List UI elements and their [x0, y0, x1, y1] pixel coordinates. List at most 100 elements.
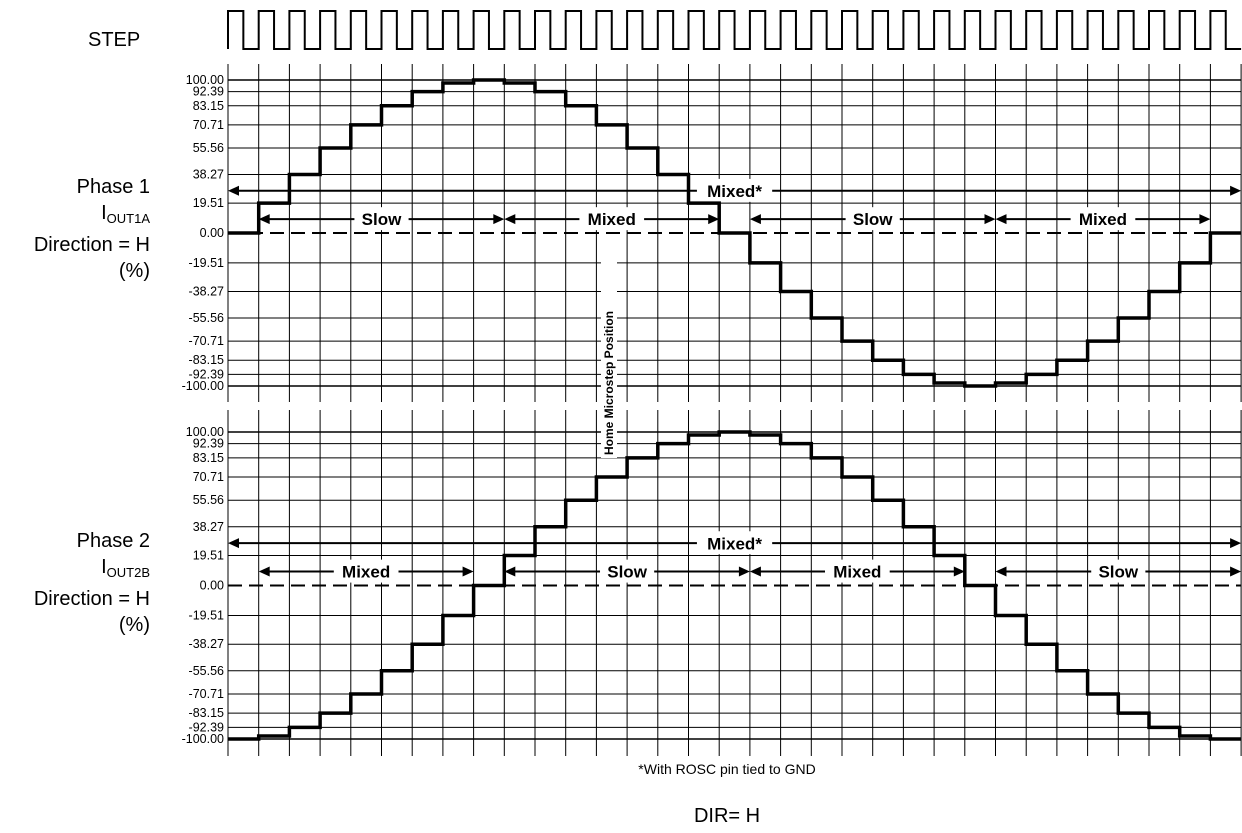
phase1-decay-segment-2-label-bg: [579, 207, 645, 231]
phase2-ytick-label: -19.51: [189, 608, 224, 622]
phase1-decay-segment-2-label: Mixed: [588, 210, 636, 229]
phase2-ytick-label: -55.56: [189, 664, 224, 678]
phase1-direction: Direction = H: [33, 234, 150, 256]
phase2-ytick-label: 70.71: [193, 470, 224, 484]
phase1-decay-segment-4-head-left: [995, 214, 1007, 225]
footnote: *With ROSC pin tied to GND: [638, 761, 815, 777]
phase2-decay-segment-4-label: Slow: [1098, 563, 1138, 582]
phase1-ytick-label: 55.56: [193, 141, 224, 155]
phase2-decay-overall-label-bg: [696, 531, 773, 555]
phase1-ytick-label: -38.27: [189, 285, 224, 299]
phase2-ytick-label: -70.71: [189, 687, 224, 701]
phase2-decay-segment-1-head-left: [258, 566, 270, 577]
dir-label: DIR= H: [694, 805, 760, 827]
phase1-ytick-label: 83.15: [193, 99, 224, 113]
phase2-ytick-label: 92.39: [193, 437, 224, 451]
phase2-decay-segment-3-label: Mixed: [833, 563, 881, 582]
phase2-ytick-label: 100.00: [186, 425, 224, 439]
phase2-decay-segment-4-label-bg: [1091, 559, 1146, 583]
phase2-ytick-label: -83.15: [189, 706, 224, 720]
phase1-decay-segment-3-head-left: [749, 214, 761, 225]
phase2-ytick-label: 55.56: [193, 493, 224, 507]
phase1-decay-segment-3-label: Slow: [853, 210, 893, 229]
decay-annotations: Mixed* Slow Mixed Slow Mixed Mixed* Mixed Slow M…: [228, 178, 1242, 583]
home-label-backing: [601, 258, 617, 458]
step-waveform: [227, 10, 1242, 50]
phase1-ytick-label: -100.00: [182, 379, 224, 393]
phase1-decay-segment-4-label-bg: [1070, 207, 1136, 231]
phase1-decay-segment-1-head-right: [493, 214, 505, 225]
current-curves: [228, 78, 1242, 741]
phase1-decay-segment-1-head-left: [258, 214, 270, 225]
phase2-decay-segment-2-head-left: [504, 566, 516, 577]
phase1-ytick-label: -55.56: [189, 311, 224, 325]
phase1-decay-segment-2-head-left: [504, 214, 516, 225]
phase2-decay-segment-1-head-right: [462, 566, 474, 577]
phase2-ytick-label: -100.00: [182, 732, 224, 746]
phase1-ytick-label: 92.39: [193, 85, 224, 99]
phase1-current-sub: OUT1A: [106, 211, 150, 226]
phase1-ytick-label: 19.51: [193, 196, 224, 210]
phase2-ytick-label: 83.15: [193, 451, 224, 465]
phase1-decay-segment-3-head-right: [984, 214, 996, 225]
phase2-decay-segment-3-head-left: [749, 566, 761, 577]
phase2-unit: (%): [118, 614, 150, 636]
phase2-current-sub: OUT2B: [106, 565, 150, 580]
phase1-decay-segment-1-label: Slow: [362, 210, 402, 229]
phase2-ytick-label: 19.51: [193, 549, 224, 563]
phase1-ytick-label: 70.71: [193, 118, 224, 132]
phase1-ytick-label: -92.39: [189, 367, 224, 381]
phase1-current-waveform: [228, 78, 1242, 388]
home-position-label: Home Microstep Position: [602, 311, 616, 455]
phase1-label: Phase 1 IOUT1A Direction = H (%): [20, 174, 150, 284]
phase2-decay-segment-4-head-left: [995, 566, 1007, 577]
phase2-current-main: I: [101, 556, 107, 578]
phase2-label: Phase 2 IOUT2B Direction = H (%): [20, 528, 150, 638]
phase1-decay-overall-label-bg: [696, 178, 773, 202]
phase1-decay-overall-head-left: [228, 185, 239, 196]
phase2-decay-segment-3-head-right: [953, 566, 965, 577]
phase2-decay-segment-4-head-right: [1230, 566, 1242, 577]
phase1-ytick-label: -70.71: [189, 334, 224, 348]
phase1-ytick-label: -19.51: [189, 256, 224, 270]
phase2-current: IOUT2B: [20, 554, 150, 586]
phase2-decay-overall-label: Mixed*: [707, 534, 762, 553]
phase2-ytick-label: -38.27: [189, 637, 224, 651]
phase2-direction: Direction = H: [33, 588, 150, 610]
phase1-current: IOUT1A: [20, 200, 150, 232]
phase2-title: Phase 2: [76, 530, 150, 552]
phase2-decay-overall-head-right: [1230, 538, 1242, 549]
phase2-decay-segment-1-label-bg: [333, 559, 399, 583]
phase2-decay-segment-3-label-bg: [825, 559, 890, 583]
phase1-decay-overall-head-right: [1230, 185, 1242, 196]
grid: [227, 64, 1242, 756]
phase1-decay-segment-1-label-bg: [354, 207, 409, 231]
home-label-background: [601, 258, 617, 458]
phase2-decay-segment-2-label-bg: [600, 559, 655, 583]
phase1-decay-overall-label: Mixed*: [707, 182, 762, 201]
phase1-decay-segment-3-label-bg: [845, 207, 900, 231]
step-label: STEP: [88, 29, 140, 51]
phase1-ytick-label: 0.00: [200, 226, 224, 240]
phase1-decay-segment-2-head-right: [708, 214, 720, 225]
phase2-decay-overall-head-left: [228, 538, 239, 549]
phase1-ytick-label: 38.27: [193, 167, 224, 181]
phase2-decay-segment-2-label: Slow: [607, 563, 647, 582]
phase2-ytick-label: 0.00: [200, 579, 224, 593]
phase2-ytick-label: -92.39: [189, 720, 224, 734]
phase1-decay-segment-4-label: Mixed: [1079, 210, 1127, 229]
phase2-current-waveform: [228, 430, 1242, 741]
phase2-decay-segment-2-head-right: [738, 566, 750, 577]
phase1-unit: (%): [118, 260, 150, 282]
phase1-ytick-label: 100.00: [186, 73, 224, 87]
phase1-decay-segment-4-head-right: [1199, 214, 1211, 225]
phase1-title: Phase 1: [76, 176, 150, 198]
phase2-decay-segment-1-label: Mixed: [342, 563, 390, 582]
phase2-ytick-label: 38.27: [193, 520, 224, 534]
phase1-current-main: I: [101, 202, 107, 224]
phase1-ytick-label: -83.15: [189, 353, 224, 367]
y-axis-ticks: 100.0092.3983.1570.7155.5638.2719.510.00…: [182, 73, 224, 746]
step-pulse-train: [227, 10, 1242, 50]
